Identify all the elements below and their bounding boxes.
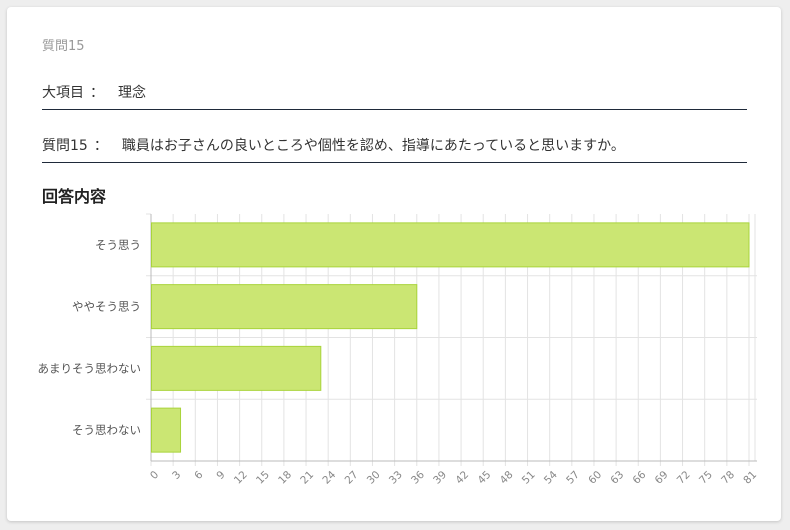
x-tick-label-25: 75 [697,469,715,487]
x-tick-label-22: 66 [631,469,649,487]
x-tick-label-5: 15 [254,469,272,487]
x-tick-label-21: 63 [608,469,626,487]
x-tick-label-27: 81 [741,469,759,487]
x-tick-label-14: 42 [453,469,471,487]
x-tick-label-17: 51 [520,469,538,487]
question-label: 質問15 [42,138,88,154]
x-tick-label-7: 21 [298,469,316,487]
question-header: 質問15 [42,39,85,54]
category-label-1: ややそう思う [72,300,141,314]
x-tick-label-12: 36 [409,469,427,487]
x-tick-label-20: 60 [586,469,604,487]
category-row: 大項目 ： 理念 [42,82,747,110]
x-tick-label-0: 0 [148,469,161,482]
x-tick-label-9: 27 [343,469,361,487]
category-label-2: あまりそう思わない [38,361,142,375]
x-tick-label-15: 45 [475,469,493,487]
x-tick-label-13: 39 [431,469,449,487]
category-label-3: そう思わない [72,423,141,437]
answers-title: 回答内容 [42,187,107,206]
x-tick-label-4: 12 [232,469,250,487]
category-separator: ： [90,85,104,101]
x-tick-label-3: 9 [214,469,227,482]
x-tick-label-2: 6 [192,469,205,482]
question-row: 質問15 ： 職員はお子さんの良いところや個性を認め、指導にあたっていると思いますか… [42,135,747,163]
x-tick-label-6: 18 [276,469,294,487]
category-value: 理念 [118,85,146,101]
x-tick-label-8: 24 [320,469,338,487]
category-label-0: そう思う [95,238,141,252]
category-label: 大項目 [42,85,84,101]
x-tick-label-1: 3 [170,469,183,482]
bar-3 [151,407,182,453]
question-separator: ： [93,138,108,154]
x-tick-label-11: 33 [387,469,405,487]
x-tick-label-23: 69 [653,469,671,487]
bar-0 [151,222,750,268]
x-tick-label-24: 72 [675,469,693,487]
x-tick-label-19: 57 [564,469,582,487]
question-text: 職員はお子さんの良いところや個性を認め、指導にあたっていると思いますか。 [121,138,625,154]
x-tick-label-18: 54 [542,469,560,487]
bar-1 [151,284,418,330]
x-tick-label-16: 48 [498,469,516,487]
x-tick-label-10: 30 [365,469,383,487]
x-tick-label-26: 78 [719,469,737,487]
bar-2 [151,345,322,391]
